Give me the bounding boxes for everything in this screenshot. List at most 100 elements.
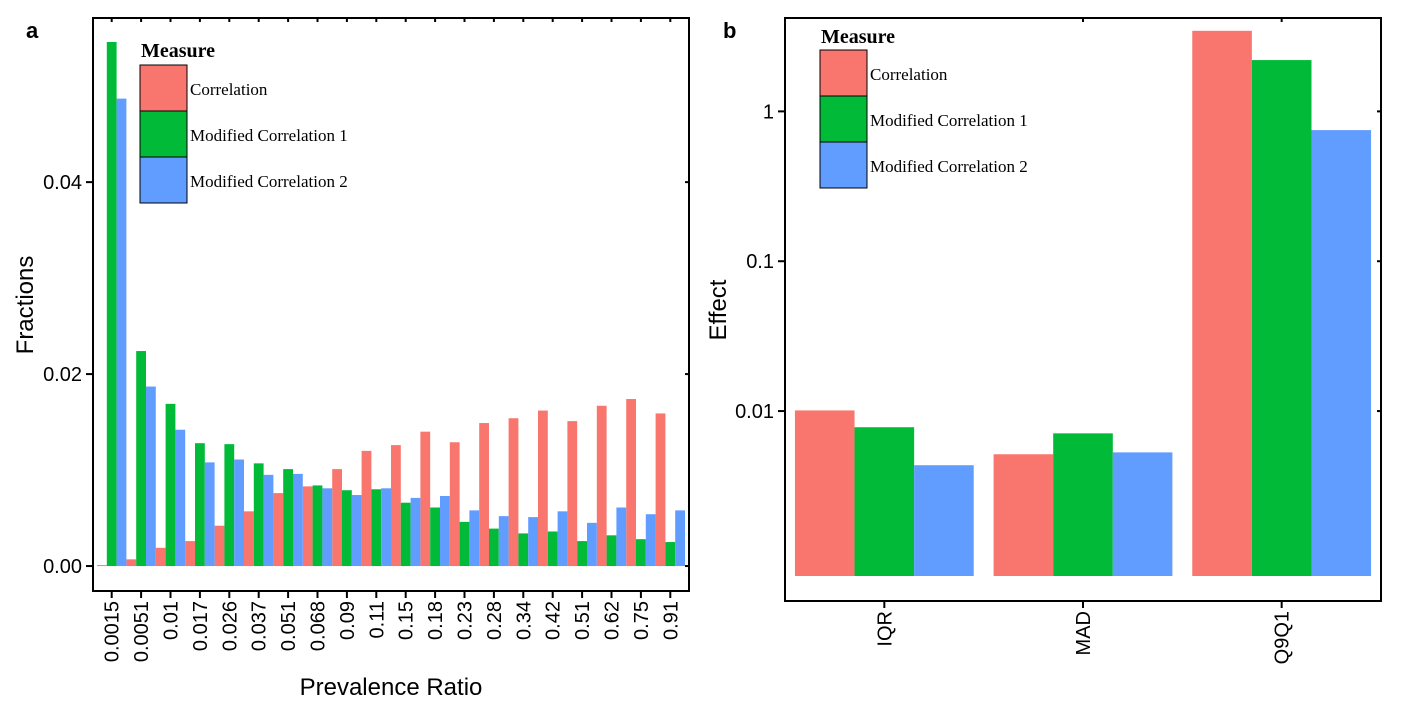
bar-a-modified-correlation-1-0-18 xyxy=(430,507,440,567)
bar-a-modified-correlation-1-0-0051 xyxy=(136,351,146,567)
bar-a-correlation-0-051 xyxy=(273,493,284,567)
panel-a-x-tick-label: 0.037 xyxy=(249,601,271,651)
bar-a-modified-correlation-1-0-62 xyxy=(606,535,617,567)
panel-a-legend: Measure Correlation Modified Correlation… xyxy=(138,40,388,204)
bar-a-modified-correlation-1-0-01 xyxy=(165,403,176,567)
bar-a-modified-correlation-1-0-051 xyxy=(283,469,293,567)
panel-b-y-tick-label: 0.01 xyxy=(735,401,774,423)
bar-a-modified-correlation-1-0-0015 xyxy=(106,41,117,567)
bar-a-modified-correlation-2-0-51 xyxy=(587,522,597,567)
panel-b-legend-item-modified-correlation-2: Modified Correlation 2 xyxy=(870,157,1028,176)
panel-a-x-tick-label: 0.0051 xyxy=(131,601,153,662)
bar-a-modified-correlation-2-0-0015 xyxy=(116,98,127,567)
bar-a-modified-correlation-1-0-068 xyxy=(312,485,323,567)
bar-a-correlation-0-037 xyxy=(244,511,254,567)
panel-b-legend-swatch-modified-correlation-1 xyxy=(819,95,868,143)
bar-a-correlation-0-42 xyxy=(538,410,548,567)
panel-b-y-tick-label: 0.1 xyxy=(746,251,774,273)
panel-b-legend-swatch-modified-correlation-2 xyxy=(819,141,868,189)
bar-a-correlation-0-01 xyxy=(155,547,166,567)
bar-a-modified-correlation-2-0-017 xyxy=(204,462,215,567)
bar-a-modified-correlation-1-0-017 xyxy=(195,443,205,567)
panel-b-legend-item-correlation: Correlation xyxy=(870,65,948,84)
panel-a-legend-swatch-correlation xyxy=(139,64,188,112)
bar-a-modified-correlation-2-0-34 xyxy=(528,517,538,567)
panel-b-bars xyxy=(794,30,1372,577)
bar-a-correlation-0-026 xyxy=(214,525,225,567)
bar-a-modified-correlation-1-0-026 xyxy=(224,444,235,567)
panel-b-y-axis: 0.01 0.1 1 xyxy=(735,101,1381,423)
panel-a-x-tick-label: 0.28 xyxy=(484,601,506,640)
panel-b-y-axis-title: Effect xyxy=(705,279,732,340)
panel-a-legend-swatch-modified-correlation-1 xyxy=(139,110,188,158)
bar-a-correlation-0-09 xyxy=(332,469,342,567)
bar-a-modified-correlation-1-0-11 xyxy=(371,489,382,567)
bar-a-modified-correlation-2-0-068 xyxy=(322,488,333,567)
bar-a-modified-correlation-2-0-09 xyxy=(351,495,362,567)
panel-b-legend-title: Measure xyxy=(821,26,895,48)
panel-a-x-tick-label: 0.026 xyxy=(219,601,241,651)
panel-a-legend-item-modified-correlation-1: Modified Correlation 1 xyxy=(190,126,348,145)
panel-a-legend-title: Measure xyxy=(141,40,215,62)
bar-b-modified-correlation-2-q9q1 xyxy=(1311,130,1372,577)
panel-a-x-tick-label: 0.42 xyxy=(543,601,565,640)
panel-a-y-tick-label: 0.00 xyxy=(43,556,82,578)
bar-a-modified-correlation-1-0-09 xyxy=(342,490,352,567)
panel-a-x-tick-label: 0.11 xyxy=(366,601,388,638)
bar-a-modified-correlation-1-0-037 xyxy=(253,463,264,567)
bar-a-modified-correlation-2-0-23 xyxy=(469,510,480,567)
bar-a-correlation-0-91 xyxy=(655,413,666,567)
panel-a-x-tick-label: 0.017 xyxy=(190,601,212,651)
bar-b-modified-correlation-2-iqr xyxy=(914,465,974,576)
bar-a-correlation-0-068 xyxy=(302,486,313,567)
panel-b-legend: Measure Correlation Modified Correlation… xyxy=(815,19,1055,189)
bar-a-modified-correlation-1-0-15 xyxy=(400,502,411,567)
panel-a-x-tick-label: 0.01 xyxy=(161,601,183,640)
bar-a-modified-correlation-1-0-51 xyxy=(577,541,587,567)
bar-a-correlation-0-34 xyxy=(508,418,519,567)
panel-a-x-tick-label: 0.09 xyxy=(337,601,359,640)
bar-b-modified-correlation-1-mad xyxy=(1053,433,1113,576)
bar-a-modified-correlation-1-0-28 xyxy=(489,528,499,567)
bar-a-modified-correlation-2-0-91 xyxy=(675,510,685,567)
bar-a-modified-correlation-2-0-28 xyxy=(498,516,509,567)
panel-b-legend-item-modified-correlation-1: Modified Correlation 1 xyxy=(870,111,1028,130)
bar-a-correlation-0-75 xyxy=(626,399,636,567)
bar-a-modified-correlation-2-0-15 xyxy=(410,497,421,567)
bar-a-modified-correlation-1-0-75 xyxy=(636,539,646,567)
bar-b-correlation-mad xyxy=(993,454,1054,576)
bar-b-modified-correlation-1-iqr xyxy=(854,427,915,576)
panel-a-x-axis-title: Prevalence Ratio xyxy=(300,674,483,701)
bar-a-correlation-0-0051 xyxy=(126,559,137,567)
panel-a-x-axis: 0.0015 0.0051 0.01 0.017 0.026 0.037 0.051 0.06… xyxy=(102,18,682,662)
bar-b-modified-correlation-1-q9q1 xyxy=(1251,60,1312,576)
panel-b-x-tick-label: Q9Q1 xyxy=(1272,611,1294,664)
bar-a-modified-correlation-1-0-91 xyxy=(665,542,676,567)
bar-a-correlation-0-15 xyxy=(391,445,401,567)
bar-a-modified-correlation-1-0-42 xyxy=(547,531,558,567)
panel-b-x-tick-label: IQR xyxy=(874,611,896,647)
bar-a-correlation-0-28 xyxy=(479,423,489,567)
panel-a-x-tick-label: 0.51 xyxy=(572,601,594,640)
panel-b-label: b xyxy=(723,18,736,43)
panel-a: a 0.00 0.02 0.04 0.0015 0.0051 0.01 0.017 0.02… xyxy=(12,17,690,701)
panel-a-label: a xyxy=(26,18,39,43)
bar-a-correlation-0-017 xyxy=(185,541,195,567)
bar-a-modified-correlation-2-0-42 xyxy=(557,511,568,567)
panel-a-x-tick-label: 0.051 xyxy=(278,601,300,651)
bar-a-correlation-0-18 xyxy=(420,431,431,567)
bar-a-modified-correlation-1-0-23 xyxy=(459,521,470,567)
bar-a-modified-correlation-2-0-75 xyxy=(645,514,656,567)
bar-a-correlation-0-23 xyxy=(449,442,460,567)
bar-a-modified-correlation-2-0-037 xyxy=(263,474,274,567)
panel-a-x-tick-label: 0.91 xyxy=(660,601,682,640)
bar-a-modified-correlation-2-0-11 xyxy=(381,488,391,567)
panel-a-x-tick-label: 0.0015 xyxy=(102,601,124,662)
panel-a-y-tick-label: 0.04 xyxy=(43,172,82,194)
bar-a-modified-correlation-2-0-18 xyxy=(440,495,450,567)
bar-a-modified-correlation-2-0-026 xyxy=(234,459,244,567)
bar-a-modified-correlation-2-0-62 xyxy=(616,507,627,567)
bar-a-correlation-0-51 xyxy=(567,421,578,567)
bar-b-modified-correlation-2-mad xyxy=(1112,452,1173,576)
